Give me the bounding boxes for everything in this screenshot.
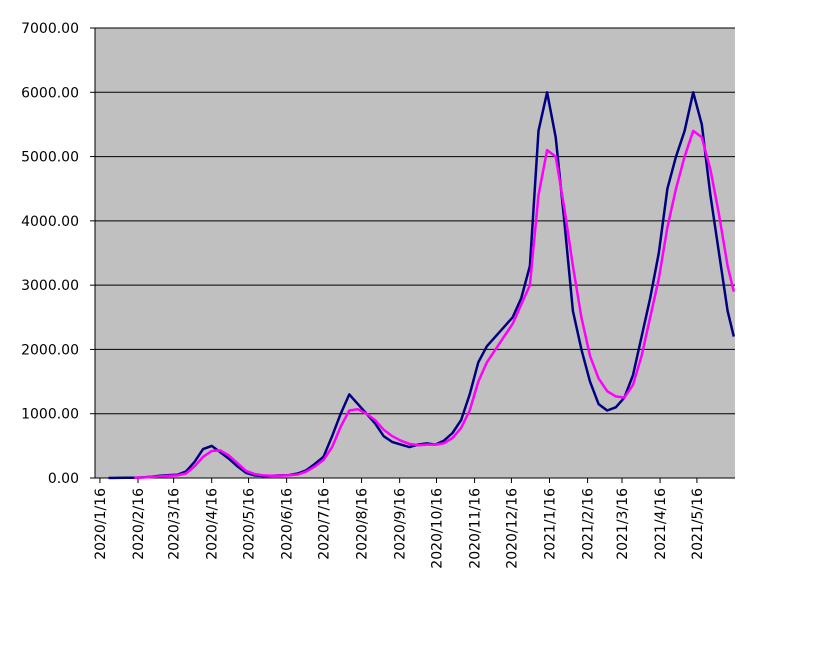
x-tick-label: 2020/6/16 xyxy=(280,488,296,560)
x-tick-label: 2020/9/16 xyxy=(393,488,409,560)
x-tick-label: 2020/10/16 xyxy=(429,488,445,569)
y-tick-label: 1000.00 xyxy=(21,407,79,423)
y-tick-label: 2000.00 xyxy=(21,342,79,358)
x-tick-label: 2021/1/16 xyxy=(543,488,559,560)
x-tick-label: 2020/8/16 xyxy=(355,488,371,560)
series-line xyxy=(134,129,736,479)
x-tick-label: 2021/2/16 xyxy=(581,488,597,560)
plot-area xyxy=(95,28,735,478)
y-tick-label: 0.00 xyxy=(48,471,79,487)
y-tick-label: 4000.00 xyxy=(21,214,79,230)
x-tick-label: 2020/5/16 xyxy=(242,488,258,560)
x-tick-label: 2021/4/16 xyxy=(653,488,669,560)
x-tick-label: 2020/12/16 xyxy=(504,488,520,569)
x-tick-label: 2021/5/16 xyxy=(690,488,706,560)
y-tick-label: 5000.00 xyxy=(21,150,79,166)
x-tick-label: 2020/1/16 xyxy=(93,488,109,560)
x-tick-label: 2020/2/16 xyxy=(131,488,147,560)
y-tick-label: 7000.00 xyxy=(21,21,79,37)
x-tick-label: 2021/3/16 xyxy=(615,488,631,560)
y-tick-label: 3000.00 xyxy=(21,278,79,294)
x-tick-label: 2020/3/16 xyxy=(167,488,183,560)
x-tick-label: 2020/11/16 xyxy=(468,488,484,569)
x-tick-label: 2020/7/16 xyxy=(316,488,332,560)
x-tick-label: 2020/4/16 xyxy=(205,488,221,560)
y-tick-label: 6000.00 xyxy=(21,85,79,101)
